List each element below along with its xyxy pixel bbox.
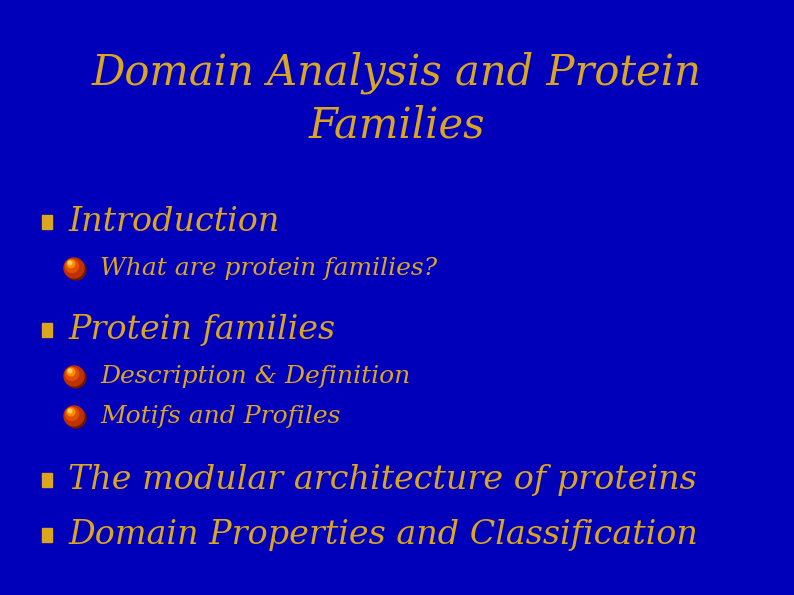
Circle shape — [68, 409, 71, 413]
Circle shape — [65, 368, 79, 380]
Circle shape — [66, 368, 86, 388]
Circle shape — [66, 408, 86, 428]
Bar — [42, 528, 52, 542]
Circle shape — [64, 406, 84, 426]
Circle shape — [64, 366, 84, 386]
Circle shape — [66, 260, 86, 280]
Text: Families: Families — [309, 104, 485, 146]
Circle shape — [64, 258, 84, 278]
Circle shape — [67, 408, 75, 416]
Circle shape — [67, 368, 75, 376]
Circle shape — [65, 408, 79, 421]
Circle shape — [65, 259, 79, 273]
Bar — [42, 473, 52, 487]
Text: Introduction: Introduction — [68, 206, 279, 238]
Text: The modular architecture of proteins: The modular architecture of proteins — [68, 464, 697, 496]
Text: Motifs and Profiles: Motifs and Profiles — [100, 405, 341, 427]
Circle shape — [68, 369, 71, 373]
Bar — [42, 215, 52, 229]
Circle shape — [68, 261, 71, 265]
Text: Domain Analysis and Protein: Domain Analysis and Protein — [92, 52, 702, 94]
Text: Protein families: Protein families — [68, 314, 335, 346]
Text: Description & Definition: Description & Definition — [100, 365, 410, 387]
Bar — [42, 323, 52, 337]
Circle shape — [67, 260, 75, 268]
Text: Domain Properties and Classification: Domain Properties and Classification — [68, 519, 698, 551]
Text: What are protein families?: What are protein families? — [100, 256, 437, 280]
